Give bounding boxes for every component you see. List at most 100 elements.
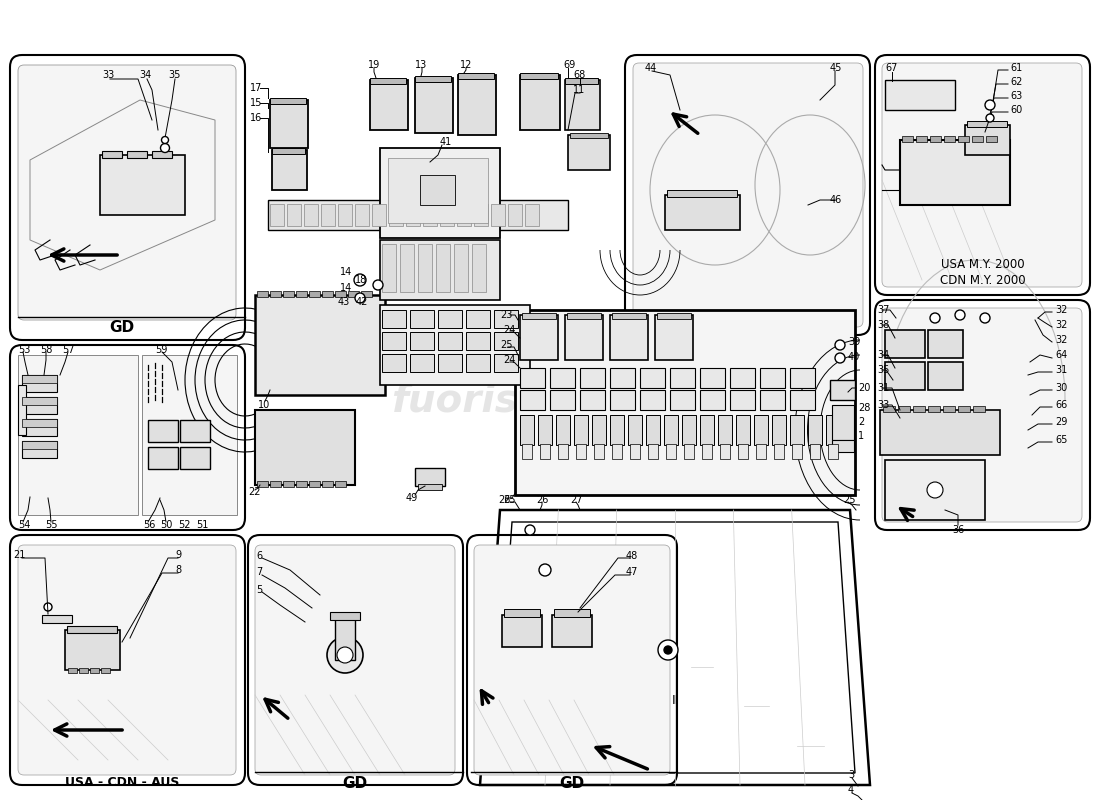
Bar [22,375,57,383]
Bar [610,315,648,360]
Bar [520,75,560,130]
Text: 40: 40 [848,352,860,362]
Bar [944,136,955,142]
Text: 1: 1 [858,431,865,441]
Bar [102,151,122,158]
Text: 36: 36 [952,525,964,535]
Text: 68: 68 [573,70,585,80]
Bar [700,368,725,388]
Bar [520,415,534,445]
Bar [420,175,455,205]
Bar [832,405,854,440]
FancyBboxPatch shape [874,300,1090,530]
FancyBboxPatch shape [10,55,245,340]
FancyBboxPatch shape [882,308,1082,522]
Text: 17: 17 [250,83,263,93]
Bar [826,415,840,445]
Text: 58: 58 [40,345,53,355]
Bar [594,444,604,459]
Bar [520,73,558,79]
Text: GD: GD [109,321,134,335]
Bar [338,204,352,226]
Circle shape [835,340,845,350]
Bar [986,136,997,142]
Text: fuoriserie.com: fuoriserie.com [392,381,708,419]
Circle shape [930,313,940,323]
Bar [900,140,1010,205]
Bar [666,195,740,230]
Bar [664,415,678,445]
Circle shape [355,293,365,303]
Bar [682,415,696,445]
Text: 66: 66 [1055,400,1067,410]
FancyBboxPatch shape [18,545,236,775]
Text: 45: 45 [830,63,843,73]
FancyBboxPatch shape [625,55,870,335]
Bar [913,406,925,412]
Bar [370,80,408,130]
Bar [382,244,396,292]
Bar [648,444,658,459]
Bar [736,415,750,445]
Bar [436,244,450,292]
Bar [283,481,294,487]
Bar [22,397,57,405]
Text: 16: 16 [250,113,262,123]
Bar [90,668,99,673]
Text: 7: 7 [256,567,262,577]
Bar [630,444,640,459]
Bar [958,406,970,412]
Bar [568,135,611,170]
Circle shape [44,603,52,611]
Bar [410,354,435,372]
Text: 33: 33 [102,70,114,80]
Bar [126,151,147,158]
Text: 49: 49 [406,493,418,503]
Bar [322,291,333,297]
Text: 46: 46 [830,195,843,205]
Bar [916,136,927,142]
Bar [466,332,490,350]
Circle shape [955,310,965,320]
Bar [566,313,601,319]
Bar [180,447,210,469]
Bar [322,481,333,487]
Bar [522,444,532,459]
Circle shape [658,640,678,660]
Circle shape [337,647,353,663]
Bar [902,136,913,142]
Bar [415,76,451,82]
Bar [67,626,117,633]
Bar [508,204,522,226]
Bar [415,468,446,486]
Bar [610,368,635,388]
Circle shape [927,482,943,498]
Text: 52: 52 [178,520,190,530]
Bar [148,420,178,442]
Bar [520,368,544,388]
Text: 43: 43 [338,297,350,307]
Bar [886,80,955,110]
FancyBboxPatch shape [474,545,670,775]
Text: 11: 11 [573,85,585,95]
Text: 31: 31 [1055,365,1067,375]
Text: 20: 20 [858,383,870,393]
Bar [700,415,714,445]
Bar [790,415,804,445]
Text: 9: 9 [175,550,182,560]
Bar [101,668,110,673]
Bar [379,240,500,300]
Bar [565,78,598,84]
Text: 29: 29 [1055,417,1067,427]
Text: 5: 5 [256,585,262,595]
Text: 39: 39 [848,337,860,347]
Text: 42: 42 [356,297,369,307]
Text: 37: 37 [877,305,890,315]
Bar [540,444,550,459]
Text: USA - CDN - AUS: USA - CDN - AUS [65,777,179,790]
Bar [965,125,1010,155]
Bar [18,385,26,435]
Text: 32: 32 [1055,320,1067,330]
Bar [556,415,570,445]
Bar [576,444,586,459]
